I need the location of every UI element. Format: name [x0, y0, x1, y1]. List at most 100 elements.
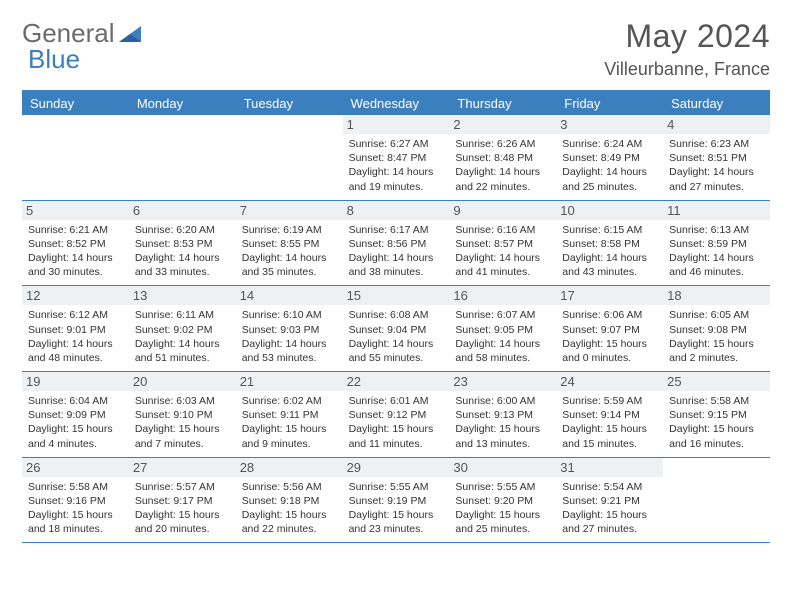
day-info: Sunrise: 6:21 AMSunset: 8:52 PMDaylight:…: [28, 223, 123, 280]
day-info: Sunrise: 6:16 AMSunset: 8:57 PMDaylight:…: [455, 223, 550, 280]
day-number: 24: [556, 372, 663, 391]
day-info: Sunrise: 6:07 AMSunset: 9:05 PMDaylight:…: [455, 308, 550, 365]
week-row: 19 Sunrise: 6:04 AMSunset: 9:09 PMDayligh…: [22, 372, 770, 458]
day-cell: 20 Sunrise: 6:03 AMSunset: 9:10 PMDayligh…: [129, 372, 236, 457]
day-cell: 2 Sunrise: 6:26 AMSunset: 8:48 PMDaylight…: [449, 115, 556, 200]
day-number: 6: [129, 201, 236, 220]
day-header-cell: Wednesday: [343, 92, 450, 115]
day-cell: 30 Sunrise: 5:55 AMSunset: 9:20 PMDayligh…: [449, 458, 556, 543]
day-cell: 8Sunrise: 6:17 AMSunset: 8:56 PMDaylight…: [343, 201, 450, 286]
calendar: SundayMondayTuesdayWednesdayThursdayFrid…: [22, 90, 770, 543]
day-cell: 25Sunrise: 5:58 AMSunset: 9:15 PMDayligh…: [663, 372, 770, 457]
day-info: Sunrise: 6:24 AMSunset: 8:49 PMDaylight:…: [562, 137, 657, 194]
day-number: 2: [449, 115, 556, 134]
day-info: Sunrise: 6:08 AMSunset: 9:04 PMDaylight:…: [349, 308, 444, 365]
day-cell: 29 Sunrise: 5:55 AMSunset: 9:19 PMDayligh…: [343, 458, 450, 543]
day-info: Sunrise: 6:17 AMSunset: 8:56 PMDaylight:…: [349, 223, 444, 280]
day-info: Sunrise: 6:23 AMSunset: 8:51 PMDaylight:…: [669, 137, 764, 194]
header: General May 2024 Villeurbanne, France: [22, 18, 770, 80]
day-cell: 21Sunrise: 6:02 AMSunset: 9:11 PMDayligh…: [236, 372, 343, 457]
day-number: 1: [343, 115, 450, 134]
day-number: 22: [343, 372, 450, 391]
day-info: Sunrise: 6:03 AMSunset: 9:10 PMDaylight:…: [135, 394, 230, 451]
logo-word2: Blue: [28, 44, 80, 75]
week-row: 26 Sunrise: 5:58 AMSunset: 9:16 PMDayligh…: [22, 458, 770, 544]
day-header-row: SundayMondayTuesdayWednesdayThursdayFrid…: [22, 92, 770, 115]
day-info: Sunrise: 5:58 AMSunset: 9:16 PMDaylight:…: [28, 480, 123, 537]
day-info: Sunrise: 6:19 AMSunset: 8:55 PMDaylight:…: [242, 223, 337, 280]
day-info: Sunrise: 5:56 AMSunset: 9:18 PMDaylight:…: [242, 480, 337, 537]
day-info: Sunrise: 6:20 AMSunset: 8:53 PMDaylight:…: [135, 223, 230, 280]
day-info: Sunrise: 6:26 AMSunset: 8:48 PMDaylight:…: [455, 137, 550, 194]
day-number: 10: [556, 201, 663, 220]
day-number: 13: [129, 286, 236, 305]
day-info: Sunrise: 6:00 AMSunset: 9:13 PMDaylight:…: [455, 394, 550, 451]
day-number: 9: [449, 201, 556, 220]
day-number: 5: [22, 201, 129, 220]
day-cell: .: [22, 115, 129, 200]
day-number: 31: [556, 458, 663, 477]
day-number: 19: [22, 372, 129, 391]
day-cell: 6 Sunrise: 6:20 AMSunset: 8:53 PMDaylight…: [129, 201, 236, 286]
day-info: Sunrise: 6:04 AMSunset: 9:09 PMDaylight:…: [28, 394, 123, 451]
day-cell: 31Sunrise: 5:54 AMSunset: 9:21 PMDayligh…: [556, 458, 663, 543]
day-cell: 4 Sunrise: 6:23 AMSunset: 8:51 PMDaylight…: [663, 115, 770, 200]
day-cell: 26 Sunrise: 5:58 AMSunset: 9:16 PMDayligh…: [22, 458, 129, 543]
day-number: 7: [236, 201, 343, 220]
day-info: Sunrise: 6:05 AMSunset: 9:08 PMDaylight:…: [669, 308, 764, 365]
day-info: Sunrise: 6:11 AMSunset: 9:02 PMDaylight:…: [135, 308, 230, 365]
day-info: Sunrise: 6:12 AMSunset: 9:01 PMDaylight:…: [28, 308, 123, 365]
day-header-cell: Friday: [556, 92, 663, 115]
day-header-cell: Saturday: [663, 92, 770, 115]
day-cell: 23 Sunrise: 6:00 AMSunset: 9:13 PMDayligh…: [449, 372, 556, 457]
day-number: 23: [449, 372, 556, 391]
day-cell: 17 Sunrise: 6:06 AMSunset: 9:07 PMDayligh…: [556, 286, 663, 371]
day-cell: 27 Sunrise: 5:57 AMSunset: 9:17 PMDayligh…: [129, 458, 236, 543]
logo-triangle-icon: [119, 24, 145, 44]
day-header-cell: Monday: [129, 92, 236, 115]
day-info: Sunrise: 6:02 AMSunset: 9:11 PMDaylight:…: [242, 394, 337, 451]
day-info: Sunrise: 5:57 AMSunset: 9:17 PMDaylight:…: [135, 480, 230, 537]
day-info: Sunrise: 5:55 AMSunset: 9:19 PMDaylight:…: [349, 480, 444, 537]
day-number: 11: [663, 201, 770, 220]
day-header-cell: Sunday: [22, 92, 129, 115]
day-cell: 18Sunrise: 6:05 AMSunset: 9:08 PMDayligh…: [663, 286, 770, 371]
day-cell: .: [663, 458, 770, 543]
day-number: 20: [129, 372, 236, 391]
title-block: May 2024 Villeurbanne, France: [604, 18, 770, 80]
day-number: 26: [22, 458, 129, 477]
day-info: Sunrise: 6:13 AMSunset: 8:59 PMDaylight:…: [669, 223, 764, 280]
day-header-cell: Thursday: [449, 92, 556, 115]
month-title: May 2024: [604, 18, 770, 55]
day-cell: 13 Sunrise: 6:11 AMSunset: 9:02 PMDayligh…: [129, 286, 236, 371]
day-cell: 24Sunrise: 5:59 AMSunset: 9:14 PMDayligh…: [556, 372, 663, 457]
day-info: Sunrise: 6:06 AMSunset: 9:07 PMDaylight:…: [562, 308, 657, 365]
day-number: 3: [556, 115, 663, 134]
day-number: 16: [449, 286, 556, 305]
week-row: 12Sunrise: 6:12 AMSunset: 9:01 PMDayligh…: [22, 286, 770, 372]
day-header-cell: Tuesday: [236, 92, 343, 115]
day-info: Sunrise: 6:27 AMSunset: 8:47 PMDaylight:…: [349, 137, 444, 194]
day-number: 30: [449, 458, 556, 477]
day-cell: 28Sunrise: 5:56 AMSunset: 9:18 PMDayligh…: [236, 458, 343, 543]
day-cell: .: [236, 115, 343, 200]
location: Villeurbanne, France: [604, 59, 770, 80]
day-info: Sunrise: 5:55 AMSunset: 9:20 PMDaylight:…: [455, 480, 550, 537]
week-row: ...1Sunrise: 6:27 AMSunset: 8:47 PMDayli…: [22, 115, 770, 201]
day-cell: 1 Sunrise: 6:27 AMSunset: 8:47 PMDaylight…: [343, 115, 450, 200]
day-cell: 3 Sunrise: 6:24 AMSunset: 8:49 PMDaylight…: [556, 115, 663, 200]
day-number: 29: [343, 458, 450, 477]
day-cell: 15Sunrise: 6:08 AMSunset: 9:04 PMDayligh…: [343, 286, 450, 371]
day-number: 17: [556, 286, 663, 305]
week-row: 5 Sunrise: 6:21 AMSunset: 8:52 PMDaylight…: [22, 201, 770, 287]
day-cell: 9 Sunrise: 6:16 AMSunset: 8:57 PMDaylight…: [449, 201, 556, 286]
day-info: Sunrise: 6:10 AMSunset: 9:03 PMDaylight:…: [242, 308, 337, 365]
day-cell: 11 Sunrise: 6:13 AMSunset: 8:59 PMDayligh…: [663, 201, 770, 286]
day-number: 25: [663, 372, 770, 391]
day-number: 14: [236, 286, 343, 305]
day-cell: 14 Sunrise: 6:10 AMSunset: 9:03 PMDayligh…: [236, 286, 343, 371]
day-info: Sunrise: 6:01 AMSunset: 9:12 PMDaylight:…: [349, 394, 444, 451]
day-cell: 7 Sunrise: 6:19 AMSunset: 8:55 PMDaylight…: [236, 201, 343, 286]
day-number: 4: [663, 115, 770, 134]
day-number: 27: [129, 458, 236, 477]
